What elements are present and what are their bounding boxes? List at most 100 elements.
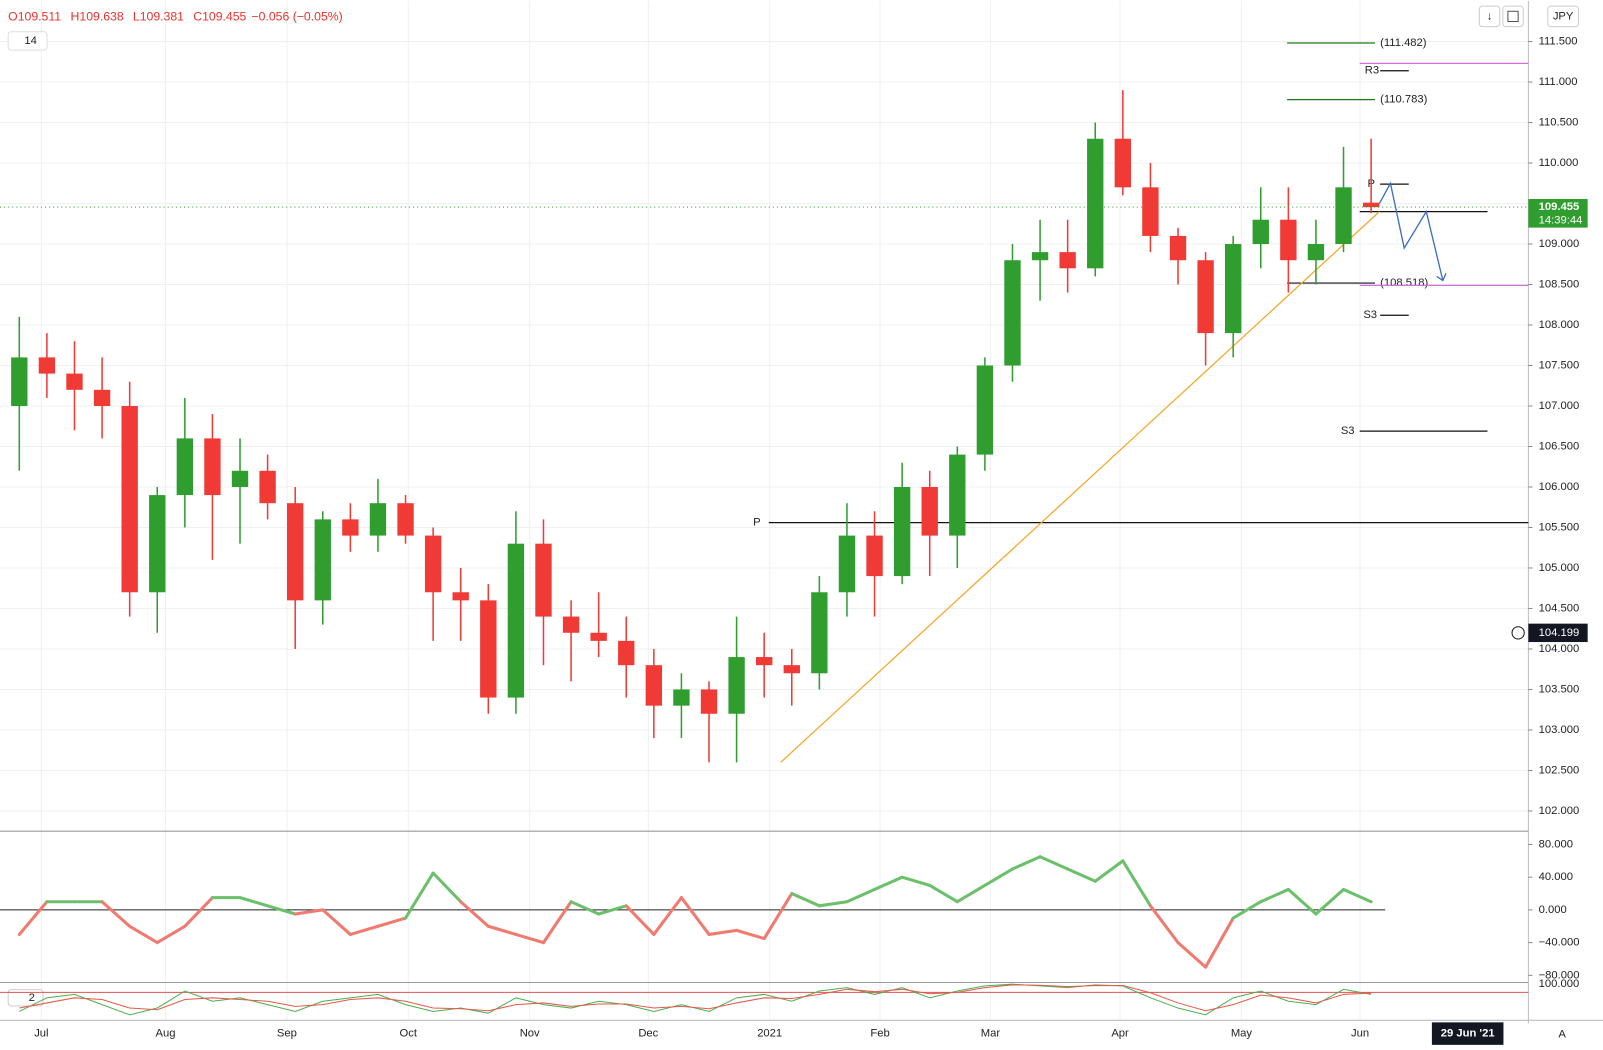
oscillator-segment xyxy=(1341,887,1373,904)
candle-body xyxy=(700,689,718,714)
candle-body xyxy=(452,592,469,601)
candle-body xyxy=(1004,260,1021,366)
oscillator-segment xyxy=(900,875,932,887)
candle-body xyxy=(1252,219,1269,245)
oscillator-segment xyxy=(100,900,132,928)
oscillator-segment xyxy=(1204,916,1235,969)
y-tick-label: 111.500 xyxy=(1539,36,1578,48)
candle-body xyxy=(590,632,607,641)
oscillator-segment xyxy=(541,900,573,945)
candle-body xyxy=(673,689,690,706)
y-tick-label: 106.000 xyxy=(1539,481,1580,493)
level-label: S3 xyxy=(1363,309,1377,321)
oscillator-segment xyxy=(1093,859,1125,883)
candle-body xyxy=(480,600,497,698)
candle-body xyxy=(66,373,83,390)
oscillator-segment xyxy=(569,900,601,916)
oscillator-segment xyxy=(790,892,821,908)
candle-body xyxy=(38,357,56,374)
projection-path xyxy=(1378,181,1444,281)
candle-body xyxy=(893,486,911,577)
oscillator-segment xyxy=(238,896,270,908)
oscillator-segment xyxy=(1148,904,1180,945)
y-tick-label: 110.000 xyxy=(1539,157,1579,169)
candle-body xyxy=(1031,252,1049,261)
oscillator-segment xyxy=(1286,887,1318,916)
download-icon: ↓ xyxy=(1487,10,1493,22)
oscillator-segment xyxy=(1066,867,1097,883)
last-price-badge xyxy=(1528,198,1588,228)
fullscreen-button[interactable] xyxy=(1502,5,1524,28)
oscillator-segment xyxy=(266,904,297,916)
x-tick-label: Nov xyxy=(520,1028,540,1040)
candle-body xyxy=(149,495,166,593)
x-tick-label: Apr xyxy=(1111,1028,1129,1040)
candle-body xyxy=(1114,138,1132,188)
oscillator-segment xyxy=(431,871,463,904)
oscillator-segment xyxy=(183,896,214,928)
change-label: −0.056 (−0.05%) xyxy=(251,10,342,24)
level-label: P xyxy=(753,517,761,529)
y-tick-label: 106.500 xyxy=(1539,440,1580,452)
x-tick-label: Sep xyxy=(277,1028,297,1040)
auto-scale-button[interactable]: A xyxy=(1558,1029,1566,1041)
candle-body xyxy=(1087,138,1104,269)
oscillator-segment xyxy=(1176,941,1208,969)
y-tick-label: 102.500 xyxy=(1539,764,1580,776)
oscillator-segment xyxy=(679,896,711,936)
last-price-label: 109.455 xyxy=(1539,201,1580,213)
level-label: S3 xyxy=(1341,425,1355,437)
add-alert-button[interactable] xyxy=(1511,626,1525,640)
indicator-badge[interactable] xyxy=(7,31,48,51)
oscillator-segment xyxy=(293,908,325,916)
oscillator-segment xyxy=(928,883,959,904)
y-tick-label: 103.500 xyxy=(1539,683,1580,695)
y-tick-label: 104.000 xyxy=(1539,643,1580,655)
level-label: (108.518) xyxy=(1380,277,1428,289)
currency-button[interactable] xyxy=(1547,5,1579,28)
x-tick-label: Dec xyxy=(638,1028,658,1040)
oscillator-segment xyxy=(514,932,546,945)
y-tick-label: −80.000 xyxy=(1539,969,1580,981)
low-label: L109.381 xyxy=(133,10,184,24)
candle-body xyxy=(1197,260,1214,334)
oscillator-segment xyxy=(1038,855,1070,871)
indicator-badge-text: 14 xyxy=(24,35,37,47)
stochastic-line xyxy=(19,984,1372,1012)
oscillator-segment xyxy=(1231,900,1263,920)
y-tick-label: 107.500 xyxy=(1539,359,1580,371)
candle-body xyxy=(1142,187,1159,236)
candle-body xyxy=(1362,202,1380,208)
candle-body xyxy=(314,519,331,601)
projection-arrowhead xyxy=(1436,273,1447,282)
y-tick-label: 100.000 xyxy=(1539,978,1580,990)
x-tick-label: Jun xyxy=(1351,1028,1369,1040)
candle-body xyxy=(838,535,856,593)
level-label: R3 xyxy=(1365,65,1379,77)
y-tick-label: 40.000 xyxy=(1539,871,1573,883)
candle-body xyxy=(949,454,966,536)
oscillator-segment xyxy=(1259,887,1290,904)
y-tick-label: 105.500 xyxy=(1539,521,1580,533)
candle-body xyxy=(1059,252,1076,269)
indicator-badge[interactable] xyxy=(7,989,44,1007)
oscillator-segment xyxy=(817,900,849,908)
candle-body xyxy=(287,503,304,601)
candle-body xyxy=(397,503,414,536)
oscillator-segment xyxy=(17,900,49,936)
oscillator-segment xyxy=(762,892,794,941)
oscillator-segment xyxy=(955,883,987,904)
countdown-label: 14:39:44 xyxy=(1539,214,1583,226)
x-tick-label: Feb xyxy=(870,1028,889,1040)
x-tick-label: Oct xyxy=(400,1028,418,1040)
candle-body xyxy=(618,640,635,666)
y-tick-label: 108.000 xyxy=(1539,319,1580,331)
oscillator-segment xyxy=(348,924,380,936)
x-tick-label: May xyxy=(1231,1028,1253,1040)
x-tick-label: Aug xyxy=(156,1028,176,1040)
download-button[interactable] xyxy=(1478,5,1501,28)
cursor-price-label: 104.199 xyxy=(1539,627,1580,639)
candle-body xyxy=(756,657,773,666)
oscillator-segment xyxy=(128,924,159,945)
